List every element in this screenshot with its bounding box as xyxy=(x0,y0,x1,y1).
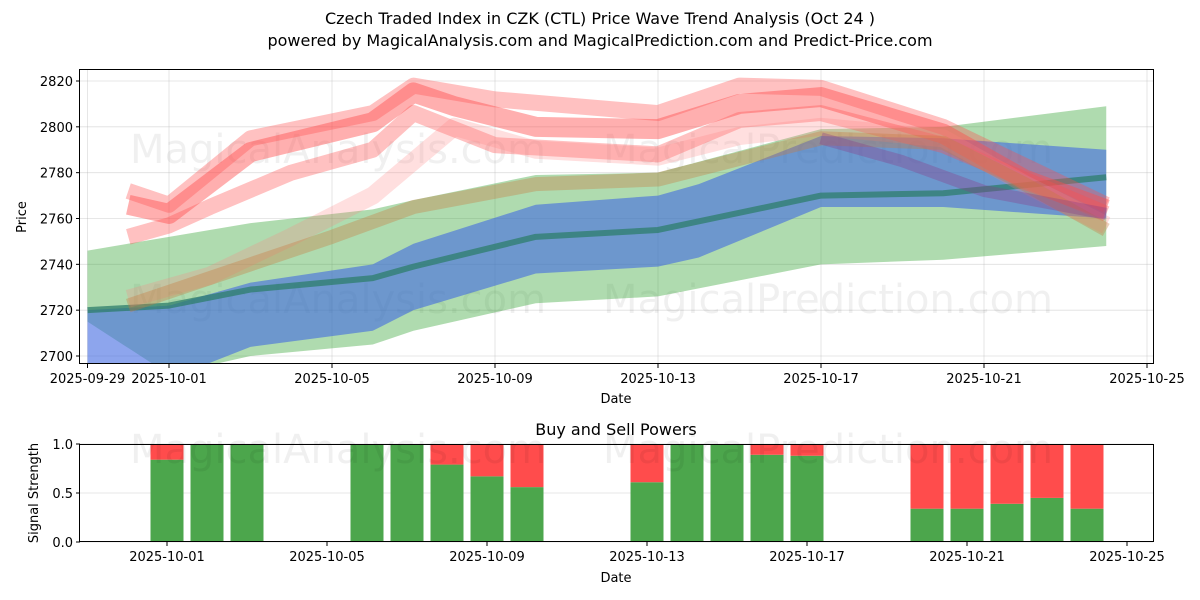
price-y-tick-label: 2780 xyxy=(40,167,73,182)
red-wave-faint-rise xyxy=(125,117,1111,308)
signal-x-tick-label: 2025-10-05 xyxy=(289,550,365,565)
signal-x-tick-label: 2025-10-09 xyxy=(449,550,525,565)
sell-bar xyxy=(910,445,944,509)
orange-wave xyxy=(126,131,1110,313)
price-x-tick-label: 2025-09-29 xyxy=(50,372,126,387)
signal-x-label: Date xyxy=(600,571,631,586)
buy-bar xyxy=(510,487,544,541)
red-wave-lower xyxy=(126,105,1110,245)
price-y-tick-label: 2760 xyxy=(40,212,73,227)
signal-chart-title: Buy and Sell Powers xyxy=(535,420,697,439)
sell-bar xyxy=(150,445,184,460)
buy-bar xyxy=(630,482,664,541)
buy-bar xyxy=(950,508,984,541)
sell-bar xyxy=(950,445,984,509)
buy-bar xyxy=(430,464,464,541)
price-series xyxy=(87,77,1111,363)
buy-bar xyxy=(670,445,704,541)
chart-title: Czech Traded Index in CZK (CTL) Price Wa… xyxy=(324,9,876,28)
signal-x-tick-label: 2025-10-01 xyxy=(129,550,205,565)
red-wave-upper xyxy=(125,77,1110,213)
price-x-ticks: 2025-09-29 2025-10-01 2025-10-05 2025-10-09… xyxy=(50,364,1185,387)
buy-bar xyxy=(710,445,744,541)
buy-bar xyxy=(790,455,824,541)
signal-x-tick-label: 2025-10-17 xyxy=(769,550,845,565)
price-x-tick-label: 2025-10-13 xyxy=(620,372,696,387)
signal-x-tick-label: 2025-10-13 xyxy=(609,550,685,565)
signal-y-ticks: 0.0 0.5 1.0 xyxy=(52,438,80,551)
watermark-magicalanalysis: MagicalAnalysis.com xyxy=(130,427,546,473)
buy-bar xyxy=(470,476,504,541)
watermark-magicalprediction: MagicalPrediction.com xyxy=(603,427,1053,473)
price-x-tick-label: 2025-10-21 xyxy=(946,372,1022,387)
sell-bar xyxy=(990,445,1024,504)
signal-y-tick-label: 1.0 xyxy=(52,438,73,453)
signal-x-tick-label: 2025-10-25 xyxy=(1089,550,1165,565)
price-chart: MagicalAnalysis.com MagicalPrediction.co… xyxy=(15,69,1185,407)
buy-bar xyxy=(1030,497,1064,541)
price-y-tick-label: 2740 xyxy=(40,258,73,273)
signal-y-label: Signal Strength xyxy=(27,443,42,543)
buy-bar xyxy=(350,445,384,541)
buy-bar xyxy=(230,445,264,541)
price-x-tick-label: 2025-10-17 xyxy=(783,372,859,387)
price-y-tick-label: 2720 xyxy=(40,304,73,319)
buy-bar xyxy=(1070,508,1104,541)
sell-bar xyxy=(510,445,544,488)
price-y-ticks: 2700 2720 2740 2760 2780 2800 2820 xyxy=(40,75,80,365)
signal-y-tick-label: 0.5 xyxy=(52,487,73,502)
buy-bar xyxy=(390,445,424,541)
price-x-tick-label: 2025-10-09 xyxy=(457,372,533,387)
price-x-tick-label: 2025-10-05 xyxy=(294,372,370,387)
price-x-label: Date xyxy=(600,392,631,407)
watermark-magicalprediction: MagicalPrediction.com xyxy=(603,277,1053,323)
red-wave-main xyxy=(126,82,1110,224)
signal-y-tick-label: 0.0 xyxy=(52,536,73,551)
sell-bar xyxy=(430,445,464,465)
watermark-magicalanalysis: MagicalAnalysis.com xyxy=(130,127,546,173)
center-line xyxy=(87,174,1107,314)
signal-bars xyxy=(150,445,1104,541)
purple-wave xyxy=(819,132,1108,220)
price-y-tick-label: 2700 xyxy=(40,350,73,365)
signal-x-ticks: 2025-10-01 2025-10-05 2025-10-09 2025-10-13… xyxy=(129,542,1165,565)
sell-bar xyxy=(750,445,784,455)
sell-bar xyxy=(470,445,504,477)
price-x-tick-label: 2025-10-01 xyxy=(131,372,207,387)
buy-bar xyxy=(150,459,184,541)
sell-bar xyxy=(790,445,824,456)
price-y-tick-label: 2820 xyxy=(40,75,73,90)
buy-bar xyxy=(750,454,784,541)
price-plot-frame xyxy=(79,69,1154,364)
price-x-tick-label: 2025-10-25 xyxy=(1109,372,1185,387)
chart-subtitle: powered by MagicalAnalysis.com and Magic… xyxy=(267,31,933,50)
price-y-label: Price xyxy=(15,201,30,233)
sell-bar xyxy=(1070,445,1104,509)
buy-bar xyxy=(990,503,1024,541)
sell-bar xyxy=(630,445,664,483)
sell-bar xyxy=(1030,445,1064,498)
price-y-tick-label: 2800 xyxy=(40,121,73,136)
buy-bar xyxy=(190,445,224,541)
buy-bar xyxy=(910,508,944,541)
signal-watermarks: MagicalAnalysis.com MagicalPrediction.co… xyxy=(130,427,1053,473)
signal-x-tick-label: 2025-10-21 xyxy=(929,550,1005,565)
signal-chart: Buy and Sell Powers MagicalAnalysis.com … xyxy=(27,420,1165,586)
